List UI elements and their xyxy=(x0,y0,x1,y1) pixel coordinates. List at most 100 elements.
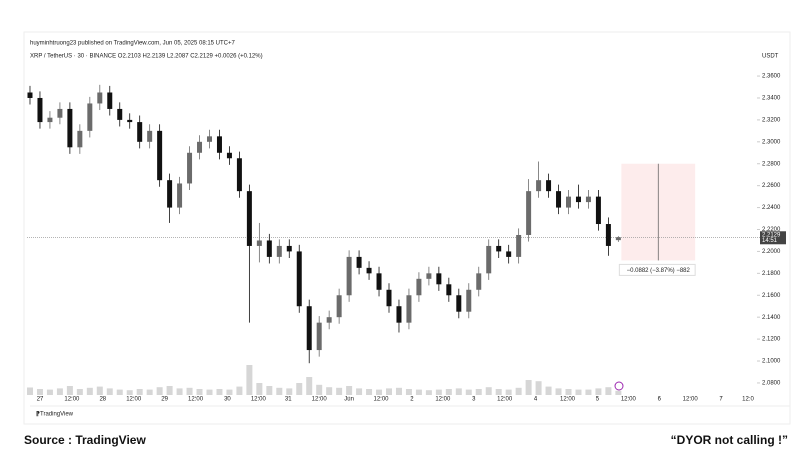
candle-body xyxy=(147,130,153,142)
candle-body xyxy=(206,136,212,142)
volume-bar xyxy=(96,386,103,395)
candle-body xyxy=(605,224,611,246)
candle-body xyxy=(157,130,163,181)
x-tick-label: 12:0 xyxy=(742,397,754,403)
volume-bar xyxy=(206,389,213,395)
candle-body xyxy=(77,130,83,148)
volume-bar xyxy=(485,387,492,395)
volume-bar xyxy=(505,389,512,395)
candle-body xyxy=(486,245,492,274)
volume-bar xyxy=(286,388,293,395)
volume-bar xyxy=(126,390,133,395)
y-tick-label: 2.3600 xyxy=(762,74,781,80)
volume-bar xyxy=(525,380,532,395)
candle-body xyxy=(585,196,591,203)
candle-body xyxy=(456,295,462,312)
x-tick-label: 4 xyxy=(534,397,538,403)
volume-bar xyxy=(395,387,402,395)
volume-bar xyxy=(605,387,612,395)
measure-label-box xyxy=(618,263,696,276)
volume-bar xyxy=(405,389,412,395)
x-tick-label: 7 xyxy=(719,397,723,403)
candle-body xyxy=(137,122,143,142)
countdown: 14:51 xyxy=(762,238,778,244)
volume-bar xyxy=(146,389,153,395)
candle-body xyxy=(117,108,123,120)
volume-bar xyxy=(535,381,542,395)
volume-bar xyxy=(266,386,273,395)
volume-bar xyxy=(36,389,43,395)
volume-bar xyxy=(475,389,482,395)
x-tick-label: 28 xyxy=(99,397,106,403)
volume-bar xyxy=(376,389,383,395)
volume-bar xyxy=(106,388,113,395)
currency: USDT xyxy=(762,54,779,60)
volume-bar xyxy=(545,386,552,395)
volume-bar xyxy=(86,387,93,395)
x-tick-label: 12:00 xyxy=(126,397,142,403)
volume-bar xyxy=(46,389,53,395)
candle-body xyxy=(296,251,302,307)
x-tick-label: 12:00 xyxy=(560,397,576,403)
candle-body xyxy=(246,191,252,246)
x-tick-label: 27 xyxy=(37,397,44,403)
volume-bar xyxy=(76,389,83,395)
candle-body xyxy=(236,158,242,192)
volume-bar xyxy=(326,387,333,395)
candle-body xyxy=(326,317,332,323)
quote: “DYOR not calling !” xyxy=(671,433,788,447)
volume-bar xyxy=(196,389,203,395)
volume-bar xyxy=(435,389,442,395)
candle-body xyxy=(216,136,222,153)
last-price-tag xyxy=(760,231,786,245)
volume-bar xyxy=(385,388,392,395)
y-tick-label: 2.2600 xyxy=(762,183,781,189)
candle-body xyxy=(47,117,53,123)
candle-body xyxy=(546,180,552,192)
last-price: 2.2129 xyxy=(762,232,781,238)
x-tick-label: 30 xyxy=(224,397,231,403)
volume-bar xyxy=(555,388,562,395)
source: Source : TradingView xyxy=(24,433,146,447)
volume-bar xyxy=(256,383,263,395)
candle-body xyxy=(127,119,133,123)
candle-body xyxy=(376,273,382,290)
volume-bar xyxy=(226,389,233,395)
candle-body xyxy=(575,196,581,203)
candle-body xyxy=(566,196,572,208)
volume-bar xyxy=(276,387,283,395)
candle-body xyxy=(27,92,33,98)
logo-mark: ⁋ xyxy=(36,411,40,418)
volume-bar xyxy=(156,387,163,395)
x-tick-label: 12:00 xyxy=(497,397,513,403)
candle-body xyxy=(266,240,272,257)
volume-bar xyxy=(366,389,373,395)
y-tick-label: 2.2000 xyxy=(762,249,781,255)
candle-body xyxy=(366,267,372,274)
volume-bar xyxy=(56,388,63,395)
volume-bar xyxy=(116,389,123,395)
x-tick-label: 6 xyxy=(658,397,662,403)
candle-body xyxy=(466,289,472,312)
candle-body xyxy=(87,103,93,131)
candle-body xyxy=(197,141,203,153)
volume-bar xyxy=(415,389,422,395)
candle-body xyxy=(516,234,522,257)
x-tick-label: 12:00 xyxy=(188,397,204,403)
candle-body xyxy=(496,245,502,252)
volume-bar xyxy=(236,386,243,395)
volume-bar xyxy=(26,387,33,395)
x-tick-label: 5 xyxy=(596,397,600,403)
x-tick-label: 12:00 xyxy=(64,397,80,403)
x-tick-label: 31 xyxy=(285,397,292,403)
volume-bar xyxy=(296,383,303,395)
y-tick-label: 2.3000 xyxy=(762,139,781,145)
y-tick-label: 2.2200 xyxy=(762,227,781,233)
candle-body xyxy=(97,92,103,104)
y-tick-label: 2.3400 xyxy=(762,96,781,102)
y-tick-label: 2.1400 xyxy=(762,315,781,321)
y-tick-label: 2.2400 xyxy=(762,205,781,211)
y-tick-label: 2.2800 xyxy=(762,161,781,167)
candle-body xyxy=(306,306,312,351)
volume-bar xyxy=(565,389,572,395)
